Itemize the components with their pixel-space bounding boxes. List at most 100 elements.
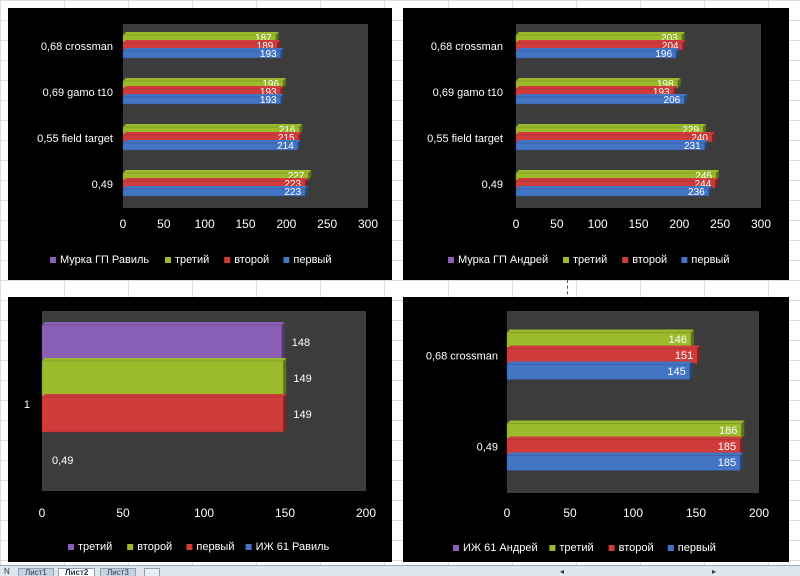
data-label-red: 204 (662, 41, 679, 52)
bar-green-top (516, 78, 681, 81)
x-tick-label: 100 (623, 506, 643, 520)
x-tick-label: 300 (358, 217, 378, 231)
bar-red-top (123, 86, 284, 89)
bar-green-top (123, 78, 287, 81)
bar-blue-top (507, 361, 693, 365)
x-tick-label: 0 (504, 506, 511, 520)
bar-red-side (277, 40, 281, 50)
data-label-green: 146 (669, 334, 687, 346)
bar-blue-top (123, 94, 284, 97)
bar-green-top (516, 170, 720, 173)
data-label-red: 215 (278, 133, 295, 144)
data-label-blue: 231 (684, 141, 701, 152)
legend-label-0: ИЖ 61 Андрей (463, 542, 538, 554)
data-label-red: 149 (293, 409, 311, 421)
legend-swatch-0 (448, 257, 454, 263)
scroll-left-icon[interactable]: ◂ (560, 567, 565, 576)
data-label-red: 240 (691, 133, 708, 144)
bar-green-top (123, 124, 303, 127)
data-label-blue: 223 (284, 187, 301, 198)
legend-swatch-0 (68, 544, 74, 550)
chart-izh-andrey[interactable]: 0 50 100 150 200 0,49 186 185 185 0,68 crossman 14… (403, 297, 789, 562)
data-label-red: 151 (675, 350, 693, 362)
x-tick-label: 150 (235, 217, 255, 231)
bar-red-top (516, 178, 719, 181)
data-label-green: 196 (262, 79, 279, 90)
legend-label-2: второй (632, 254, 667, 266)
bar-blue (122, 96, 281, 105)
bar-blue-top (516, 94, 688, 97)
legend-label-0: третий (78, 541, 112, 553)
legend-swatch-1 (127, 544, 134, 550)
bar-blue (506, 455, 741, 471)
bar-red-top (42, 394, 287, 397)
x-tick-label: 250 (710, 217, 730, 231)
bar-green-top (123, 170, 312, 173)
bar-purple-side (281, 322, 285, 360)
chart-izh-ravil[interactable]: 0 50 100 150 200 1 148 149 149 0,49 третий второй пе… (8, 297, 392, 562)
x-tick-label: 50 (550, 217, 564, 231)
category-label: 0,49 (482, 179, 503, 191)
legend-label-3: ИЖ 61 Равиль (256, 541, 330, 553)
bar-blue-side (708, 186, 712, 196)
bar-red-side (305, 178, 309, 188)
bar-blue-side (676, 48, 680, 58)
bar-blue-top (123, 186, 309, 189)
bar-green-side (690, 329, 694, 348)
bar-red-side (673, 86, 677, 96)
tab-sheet1[interactable]: Лист1 (18, 568, 54, 576)
bar-blue (122, 50, 281, 59)
data-label-red: 193 (260, 87, 277, 98)
legend-swatch-3 (245, 544, 252, 550)
data-label-green: 186 (719, 425, 737, 437)
bar-red-top (507, 345, 701, 349)
x-tick-label: 100 (194, 506, 214, 520)
bar-green-top (507, 329, 694, 333)
legend-label-0: Мурка ГП Равиль (60, 254, 149, 266)
bar-blue (515, 142, 705, 151)
add-sheet-icon[interactable] (144, 568, 160, 576)
legend-swatch-3 (667, 545, 674, 551)
tab-sheet3[interactable]: Лист3 (100, 568, 136, 576)
legend-label-0: Мурка ГП Андрей (458, 254, 548, 266)
data-label-green: 229 (682, 125, 699, 136)
chart-murka-andrey[interactable]: 0 50 100 150 200 250 300 0,49 245 244 236 0,55 fiel… (403, 8, 789, 280)
sheet-nav[interactable]: N (4, 567, 10, 576)
legend-swatch-0 (50, 257, 56, 263)
x-tick-label: 200 (276, 217, 296, 231)
category-label: 0,55 field target (427, 133, 503, 145)
bar-blue (122, 142, 299, 151)
legend-label-2: первый (196, 541, 234, 553)
x-tick-label: 150 (628, 217, 648, 231)
x-tick-label: 150 (275, 506, 295, 520)
bar-green (41, 360, 284, 397)
legend-swatch-2 (186, 544, 193, 550)
bar-red-side (712, 132, 715, 142)
scroll-right-icon[interactable]: ▸ (712, 567, 717, 576)
bar-blue (515, 188, 709, 197)
legend-label-2: второй (619, 542, 654, 554)
bar-blue-side (280, 94, 284, 104)
legend-label-1: третий (559, 542, 593, 554)
bar-red-side (715, 178, 719, 188)
category-label: 1 (24, 399, 30, 411)
bar-red-side (682, 40, 686, 50)
tab-sheet2[interactable]: Лист2 (58, 568, 96, 576)
bar-green-side (275, 32, 279, 42)
bar-green-top (516, 32, 685, 35)
bar-red-top (123, 178, 309, 181)
bar-blue-top (123, 48, 284, 51)
bar-blue-top (123, 140, 301, 143)
data-label-green: 203 (661, 33, 678, 44)
data-label-red: 223 (284, 179, 301, 190)
legend-swatch-1 (563, 257, 569, 263)
bar-red-top (123, 132, 302, 135)
x-tick-label: 100 (588, 217, 608, 231)
legend-swatch-0 (453, 545, 459, 551)
bar-red (41, 396, 284, 433)
bar-green-side (677, 78, 681, 88)
bar-blue-side (280, 48, 284, 58)
legend-swatch-2 (608, 545, 615, 551)
chart-murka-ravil[interactable]: 0 50 100 150 200 250 300 0,49 227 223 223 0,55 fiel… (8, 8, 392, 280)
